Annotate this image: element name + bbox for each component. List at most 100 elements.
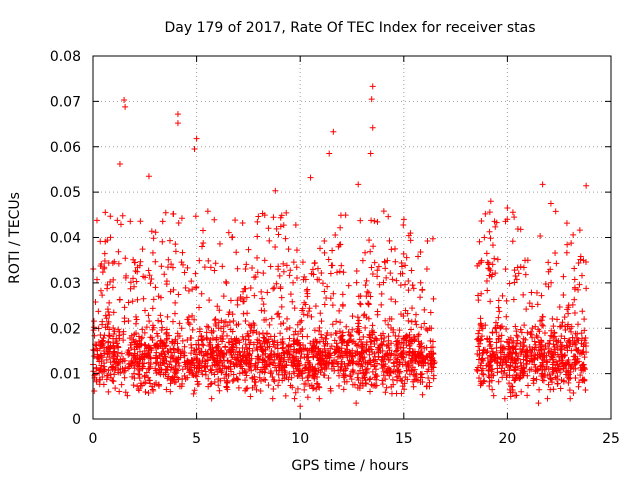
data-point (109, 363, 116, 370)
data-point (538, 372, 545, 379)
x-tick-label: 15 (395, 431, 413, 447)
data-point (191, 387, 198, 394)
data-point (549, 366, 556, 373)
data-point (117, 221, 124, 228)
data-point (348, 333, 355, 340)
data-point (115, 369, 122, 376)
data-point (402, 307, 409, 314)
data-point (261, 338, 268, 345)
data-point (274, 341, 281, 348)
data-point (99, 292, 106, 299)
data-point (190, 390, 197, 397)
data-point (354, 314, 361, 321)
data-point (175, 291, 182, 298)
data-point (106, 299, 113, 306)
data-point (489, 271, 496, 278)
data-point (146, 318, 153, 325)
data-point (344, 362, 351, 369)
data-point (378, 290, 385, 297)
data-point (163, 278, 170, 285)
data-point (215, 325, 222, 332)
data-point (429, 338, 436, 345)
data-point (272, 244, 279, 250)
data-point (366, 351, 373, 358)
data-point (253, 386, 260, 393)
data-point (363, 369, 370, 376)
x-tick-labels: 0 5 10 15 20 25 (89, 431, 620, 447)
data-point (164, 335, 171, 342)
data-point (145, 267, 152, 274)
data-point (206, 343, 213, 350)
data-point (338, 262, 345, 269)
data-point (316, 348, 323, 355)
data-point (165, 349, 172, 356)
data-point (95, 354, 102, 361)
data-point (532, 344, 539, 351)
data-point (140, 353, 147, 360)
data-point (204, 356, 211, 363)
data-point (477, 315, 484, 322)
data-point (520, 291, 527, 298)
data-point (534, 334, 541, 341)
data-point (104, 285, 111, 292)
data-point (301, 354, 308, 361)
data-point (491, 218, 498, 225)
data-point (204, 208, 211, 215)
data-point (175, 220, 182, 227)
data-point (538, 321, 545, 328)
data-point (419, 391, 426, 398)
data-point (325, 361, 332, 368)
data-point (165, 256, 172, 263)
data-point (259, 330, 266, 337)
data-point (386, 347, 393, 354)
data-point (565, 310, 572, 317)
data-point (428, 344, 435, 351)
data-point (198, 336, 205, 343)
data-point (570, 231, 577, 238)
data-point (152, 365, 159, 372)
data-point (300, 311, 307, 318)
data-point (475, 260, 482, 267)
data-point (111, 328, 118, 335)
data-point (400, 335, 407, 342)
data-point (137, 258, 144, 265)
x-tick-label: 20 (498, 431, 516, 447)
data-point (110, 324, 117, 331)
data-point (314, 381, 321, 388)
data-point (170, 345, 177, 352)
data-point (188, 334, 195, 341)
data-point (127, 279, 134, 286)
data-point (505, 336, 512, 343)
data-point (261, 307, 268, 314)
data-point (405, 363, 412, 370)
data-point (211, 267, 218, 274)
data-point (122, 389, 129, 396)
data-point (331, 337, 338, 344)
data-point (110, 309, 117, 316)
data-point (558, 346, 565, 353)
data-point (349, 367, 356, 374)
data-point (509, 389, 516, 396)
data-point (319, 280, 326, 287)
data-point (273, 367, 280, 374)
data-point (132, 320, 139, 327)
data-point (209, 362, 216, 369)
data-point (521, 322, 528, 329)
data-point (561, 314, 568, 321)
data-point (549, 379, 556, 386)
data-point (116, 388, 123, 395)
data-point (556, 303, 563, 310)
data-point (261, 257, 268, 264)
data-point (572, 374, 579, 381)
data-point (397, 270, 404, 277)
data-point (254, 233, 261, 240)
data-point (519, 347, 526, 354)
data-point (583, 285, 590, 292)
data-point (172, 370, 179, 377)
data-point (128, 339, 135, 346)
data-point (517, 263, 524, 270)
data-point (229, 234, 236, 241)
data-point (575, 286, 582, 293)
data-point (243, 344, 250, 351)
data-point (428, 357, 435, 364)
